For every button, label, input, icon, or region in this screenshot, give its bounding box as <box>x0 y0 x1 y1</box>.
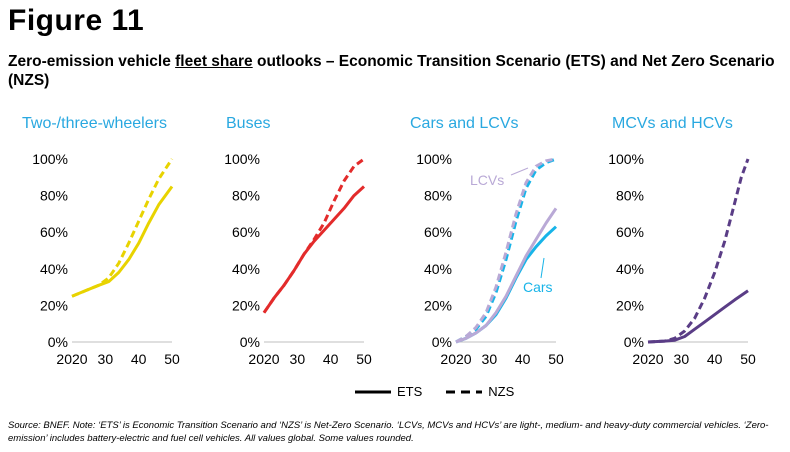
panel-title: Cars and LCVs <box>410 115 519 132</box>
x-tick-label: 30 <box>98 351 114 367</box>
y-tick-label: 20% <box>40 297 68 313</box>
y-tick-label: 100% <box>416 151 452 167</box>
y-tick-label: 80% <box>40 188 68 204</box>
legend-label-ets: ETS <box>397 384 423 399</box>
source-note: Source: BNEF. Note: ‘ETS’ is Economic Tr… <box>8 420 769 444</box>
y-tick-label: 60% <box>424 224 452 240</box>
series-line-nzs <box>71 158 174 298</box>
x-tick-label: 2020 <box>632 351 663 367</box>
x-tick-label: 2020 <box>440 351 471 367</box>
y-tick-label: 60% <box>232 224 260 240</box>
y-tick-label: 60% <box>616 224 644 240</box>
x-tick-label: 40 <box>323 351 339 367</box>
y-tick-label: 40% <box>232 261 260 277</box>
title-suffix: outlooks – Economic Transition Scenario … <box>8 53 775 89</box>
y-tick-label: 0% <box>432 334 452 350</box>
x-tick-label: 40 <box>131 351 147 367</box>
legend: ETS NZS <box>355 384 538 399</box>
y-tick-label: 20% <box>232 297 260 313</box>
figure-label: Figure 11 <box>8 4 145 37</box>
y-tick-label: 100% <box>608 151 644 167</box>
panel-title: Two-/three-wheelers <box>22 115 167 132</box>
y-tick-label: 80% <box>616 188 644 204</box>
y-tick-label: 80% <box>424 188 452 204</box>
y-tick-label: 0% <box>48 334 68 350</box>
annotation-leader-lcvs <box>510 167 529 176</box>
x-tick-label: 30 <box>482 351 498 367</box>
title-prefix: Zero-emission vehicle <box>8 53 176 70</box>
annotation-lcvs: LCVs <box>470 172 504 188</box>
x-tick-label: 2020 <box>248 351 279 367</box>
x-tick-label: 30 <box>290 351 306 367</box>
x-tick-label: 50 <box>740 351 756 367</box>
x-tick-label: 30 <box>674 351 690 367</box>
y-tick-label: 20% <box>424 297 452 313</box>
x-tick-label: 2020 <box>56 351 87 367</box>
legend-item-nzs: NZS <box>446 384 514 399</box>
y-tick-label: 100% <box>224 151 260 167</box>
annotation-cars: Cars <box>523 279 553 295</box>
series-line-nzs-cars <box>455 157 557 344</box>
panel-title: Buses <box>226 115 270 132</box>
series-line-ets <box>647 289 749 344</box>
legend-item-ets: ETS <box>355 384 422 399</box>
x-tick-label: 50 <box>164 351 180 367</box>
y-tick-label: 60% <box>40 224 68 240</box>
legend-label-nzs: NZS <box>488 384 515 399</box>
figure-title: Zero-emission vehicle fleet share outloo… <box>8 52 778 90</box>
y-tick-label: 80% <box>232 188 260 204</box>
series-line-nzs-lcvs <box>455 157 557 344</box>
x-tick-label: 50 <box>356 351 372 367</box>
title-underlined: fleet share <box>175 53 253 70</box>
annotation-leader-cars <box>540 257 545 279</box>
x-tick-label: 50 <box>548 351 564 367</box>
y-tick-label: 20% <box>616 297 644 313</box>
y-tick-label: 0% <box>240 334 260 350</box>
series-line-nzs <box>262 157 365 314</box>
y-tick-label: 100% <box>32 151 68 167</box>
y-tick-label: 40% <box>424 261 452 277</box>
legend-swatch-solid <box>355 390 391 393</box>
legend-swatch-dashed <box>446 390 483 393</box>
series-line-ets <box>71 185 174 298</box>
y-tick-label: 0% <box>624 334 644 350</box>
y-tick-label: 40% <box>616 261 644 277</box>
y-tick-label: 40% <box>40 261 68 277</box>
panel-title: MCVs and HCVs <box>612 115 733 132</box>
x-tick-label: 40 <box>515 351 531 367</box>
series-line-nzs <box>647 158 750 344</box>
series-line-ets-lcvs <box>455 207 558 344</box>
x-tick-label: 40 <box>707 351 723 367</box>
